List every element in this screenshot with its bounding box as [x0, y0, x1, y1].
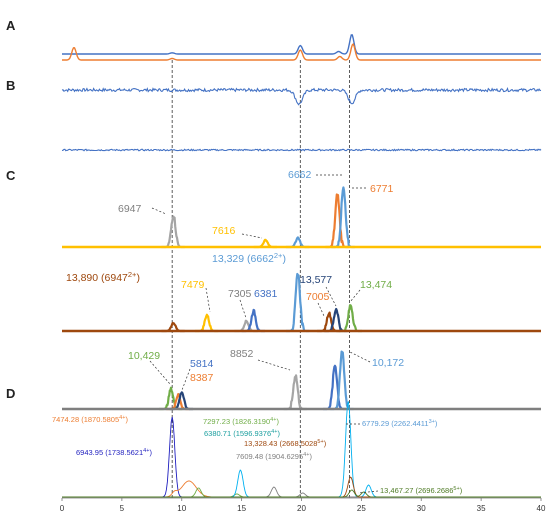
panel-a-traces — [62, 34, 541, 61]
label-6380: 6380.71 (1596.93764+) — [204, 429, 280, 438]
label-13474: 13,474 — [360, 279, 392, 291]
label-7616: 7616 — [212, 225, 236, 237]
label-7474: 7474.28 (1870.58054+) — [52, 415, 128, 424]
leader-6947 — [151, 207, 167, 215]
label-6662: 6662 — [288, 169, 312, 181]
label-6771: 6771 — [370, 183, 394, 195]
panel-c-peak-3-5 — [322, 364, 347, 411]
leader-13467 — [357, 490, 379, 494]
label-13467: 13,467.27 (2696.26865+) — [380, 486, 463, 495]
panel-b-traces — [61, 86, 542, 152]
label-7297: 7297.23 (1826.31904+) — [203, 417, 279, 426]
panel-a-trace-blue — [62, 34, 541, 55]
x-tick-label-0: 0 — [60, 504, 65, 513]
panel-d-trace-dark_green — [62, 489, 541, 498]
panel-d-traces — [62, 401, 541, 498]
x-tick-label-20: 20 — [297, 504, 306, 513]
label-5814: 5814 — [190, 358, 214, 370]
panel-c-peak-2-8 — [338, 304, 363, 333]
x-tick-label-10: 10 — [177, 504, 186, 513]
panel-d-trace-brown — [62, 476, 541, 498]
leader-10429 — [149, 360, 171, 385]
panel-b-trace-upper — [61, 86, 542, 106]
label-6947: 6947 — [118, 203, 142, 215]
label-7005: 7005 — [306, 291, 330, 303]
panel-d-trace-orange — [62, 480, 541, 498]
panel-a-trace-orange — [62, 42, 541, 61]
label-6943: 6943.95 (1738.56214+) — [76, 448, 152, 457]
panel-b-trace-lower — [61, 148, 542, 152]
label-13890: 13,890 (69472+) — [66, 270, 140, 284]
label-8387: 8387 — [190, 372, 214, 384]
panel-c-track3-labels: 10,429 5814 8387 8852 10,172 — [128, 348, 404, 391]
label-10429: 10,429 — [128, 350, 160, 362]
label-13329: 13,329 (66622+) — [212, 251, 286, 265]
guide-lines — [171, 60, 350, 498]
panel-label-c: C — [6, 168, 16, 183]
panel-label-b: B — [6, 78, 15, 93]
panel-c-peak-2-3 — [233, 319, 259, 333]
x-tick-label-40: 40 — [537, 504, 546, 513]
panel-c-peak-1-3 — [285, 236, 310, 249]
panel-c-peak-2-1 — [160, 321, 186, 333]
label-6381: 6381 — [254, 288, 278, 300]
panel-d-axis: 0 5 10 15 20 25 30 35 40 — [60, 497, 546, 513]
x-tick-label-25: 25 — [357, 504, 366, 513]
label-6779: 6779.29 (2262.44113+) — [362, 419, 438, 428]
panel-d-trace-dark_gray — [62, 486, 541, 498]
panel-d-trace-green — [62, 487, 541, 498]
label-13577: 13,577 — [300, 274, 332, 286]
panel-c-peak-3-4 — [283, 374, 308, 411]
x-tick-label-5: 5 — [120, 504, 125, 513]
leader-5814 — [181, 368, 191, 391]
panel-c-track1-labels: 6947 7616 6662 6771 — [118, 169, 394, 239]
label-7479: 7479 — [181, 279, 205, 291]
leader-7305 — [239, 299, 247, 319]
panel-d-labels: 7474.28 (1870.58054+) 7297.23 (1826.3190… — [52, 415, 463, 495]
label-7305: 7305 — [228, 288, 252, 300]
leader-7479 — [205, 287, 211, 313]
panel-label-a: A — [6, 18, 16, 33]
label-7609: 7609.48 (1904.62954+) — [236, 452, 312, 461]
x-tick-label-15: 15 — [237, 504, 246, 513]
x-tick-label-30: 30 — [417, 504, 426, 513]
panel-c-traces — [62, 186, 541, 411]
panel-label-d: D — [6, 386, 15, 401]
label-8852: 8852 — [230, 348, 254, 360]
leader-10172 — [349, 351, 371, 363]
panel-c-peak-1-1 — [160, 215, 186, 249]
label-10172: 10,172 — [372, 357, 404, 369]
panel-c-peak-2-6 — [316, 311, 341, 333]
leader-13577 — [325, 286, 337, 307]
label-13328: 13,328.43 (2668.50285+) — [244, 439, 327, 448]
leader-13474 — [349, 289, 361, 303]
leader-7005 — [317, 302, 325, 317]
leader-8852 — [257, 359, 291, 371]
panel-c-peak-2-2 — [194, 313, 219, 333]
x-tick-label-35: 35 — [477, 504, 486, 513]
panel-c-track2-labels: 13,890 (69472+) 7479 7305 6381 13,329 (6… — [66, 251, 392, 319]
leader-7616 — [241, 233, 263, 239]
